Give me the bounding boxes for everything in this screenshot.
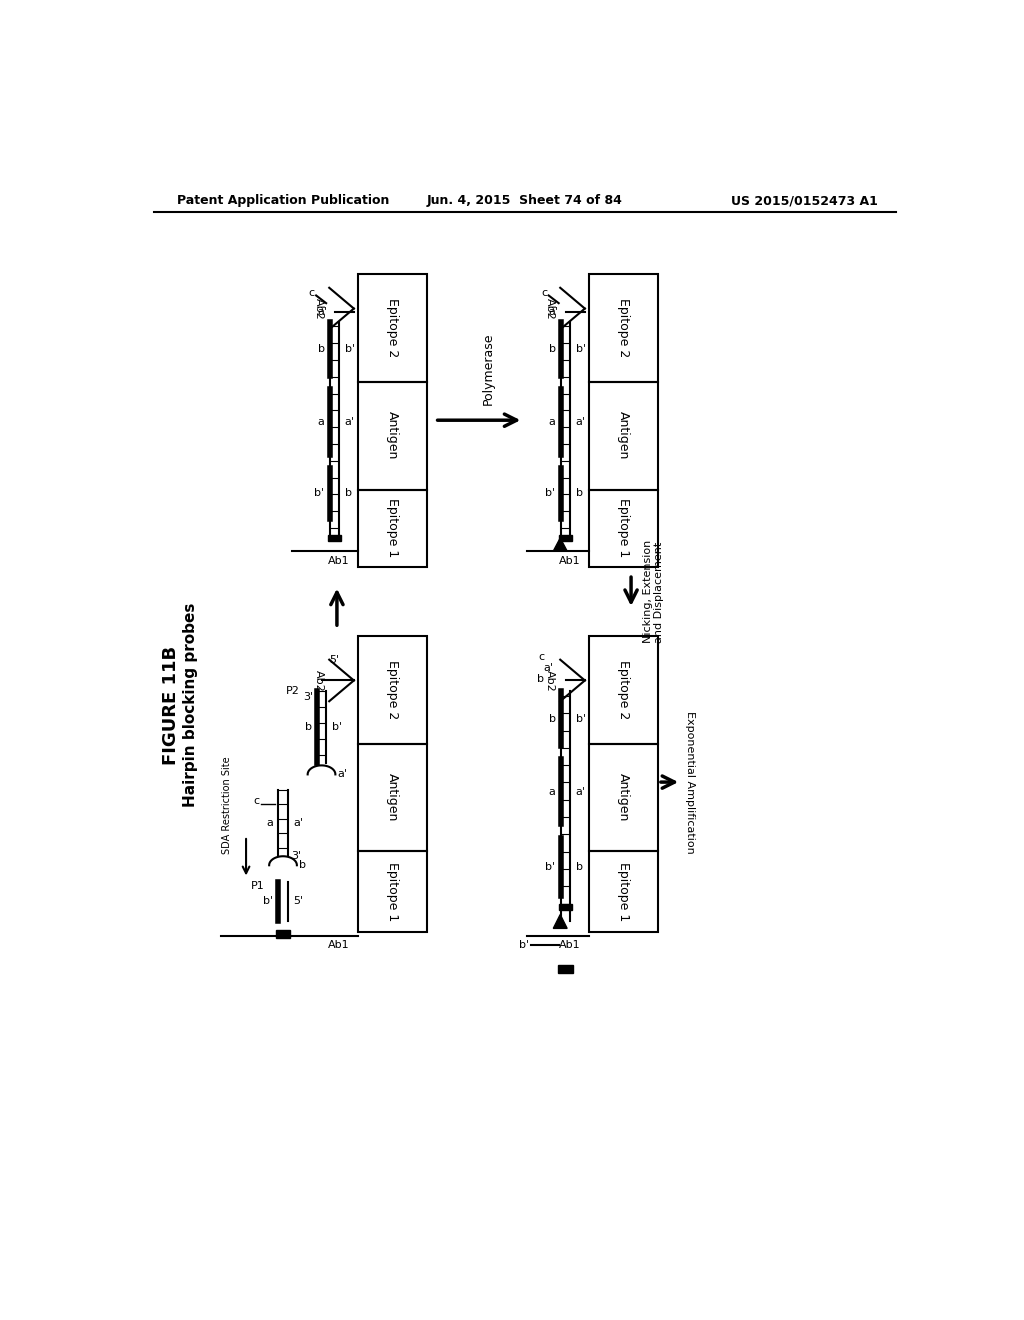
Text: c: c: [308, 288, 314, 298]
Text: Epitope 2: Epitope 2: [616, 298, 630, 358]
Text: a': a': [575, 787, 586, 797]
Text: Epitope 2: Epitope 2: [386, 660, 399, 719]
Text: Ab1: Ab1: [328, 940, 349, 950]
Text: Epitope 1: Epitope 1: [616, 862, 630, 921]
Text: 3': 3': [303, 693, 313, 702]
Text: b': b': [314, 488, 325, 499]
Text: Polymerase: Polymerase: [481, 333, 495, 405]
Text: c: c: [541, 288, 547, 298]
Text: Ab2: Ab2: [314, 669, 325, 692]
Bar: [329, 535, 341, 541]
Text: Ab1: Ab1: [559, 940, 581, 950]
Text: Ab2: Ab2: [545, 669, 555, 692]
Text: Antigen: Antigen: [616, 774, 630, 821]
Text: b: b: [575, 488, 583, 499]
Bar: [559, 904, 571, 909]
Text: b: b: [317, 345, 325, 354]
Text: Epitope 2: Epitope 2: [386, 298, 399, 358]
Text: b': b': [575, 714, 586, 723]
Text: c: c: [538, 652, 544, 663]
Text: Hairpin blocking probes: Hairpin blocking probes: [183, 603, 198, 808]
Text: 5': 5': [293, 896, 303, 907]
Text: Patent Application Publication: Patent Application Publication: [177, 194, 389, 207]
Text: a': a': [316, 308, 327, 317]
Text: b: b: [345, 488, 351, 499]
Text: Antigen: Antigen: [386, 774, 399, 821]
Text: Nicking, Extension
and Displacement: Nicking, Extension and Displacement: [643, 540, 665, 643]
Text: Epitope 2: Epitope 2: [616, 660, 630, 719]
Polygon shape: [553, 915, 567, 928]
Text: c: c: [253, 796, 259, 807]
Text: a': a': [544, 663, 553, 673]
Text: b': b': [345, 345, 354, 354]
Text: a': a': [293, 817, 303, 828]
Text: a': a': [575, 417, 586, 428]
Bar: [276, 929, 290, 937]
Text: Ab2: Ab2: [314, 298, 325, 319]
Text: 5': 5': [330, 656, 339, 665]
Text: Antigen: Antigen: [386, 412, 399, 459]
Text: b': b': [546, 862, 556, 871]
Text: Jun. 4, 2015  Sheet 74 of 84: Jun. 4, 2015 Sheet 74 of 84: [427, 194, 623, 207]
Text: a': a': [548, 308, 558, 317]
Text: b: b: [299, 861, 306, 870]
Text: b': b': [546, 488, 556, 499]
Text: b: b: [575, 862, 583, 871]
Text: 3': 3': [292, 851, 302, 861]
Text: P1: P1: [251, 880, 264, 891]
Text: Epitope 1: Epitope 1: [616, 499, 630, 557]
Text: Epitope 1: Epitope 1: [386, 499, 399, 557]
Text: a: a: [317, 417, 325, 428]
Text: b: b: [549, 345, 556, 354]
Text: b: b: [304, 722, 311, 733]
Text: a': a': [345, 417, 354, 428]
Bar: [558, 965, 573, 973]
Text: Ab1: Ab1: [559, 556, 581, 566]
Text: a: a: [266, 817, 273, 828]
Text: FIGURE 11B: FIGURE 11B: [162, 645, 179, 764]
Text: a': a': [338, 770, 348, 779]
Text: P2: P2: [286, 686, 300, 696]
Text: Ab2: Ab2: [545, 298, 555, 319]
Polygon shape: [553, 539, 567, 552]
Bar: [559, 535, 571, 541]
Text: Ab1: Ab1: [328, 556, 349, 566]
Text: Antigen: Antigen: [616, 412, 630, 459]
Text: b: b: [549, 714, 556, 723]
Text: Exponential Amplification: Exponential Amplification: [685, 710, 695, 854]
Text: b': b': [332, 722, 342, 733]
Text: US 2015/0152473 A1: US 2015/0152473 A1: [730, 194, 878, 207]
Text: b: b: [537, 675, 544, 684]
Text: a: a: [549, 417, 556, 428]
Text: b': b': [263, 896, 273, 907]
Text: Epitope 1: Epitope 1: [386, 862, 399, 921]
Text: a: a: [549, 787, 556, 797]
Text: b': b': [518, 940, 528, 950]
Text: b': b': [575, 345, 586, 354]
Text: SDA Restriction Site: SDA Restriction Site: [222, 756, 231, 854]
